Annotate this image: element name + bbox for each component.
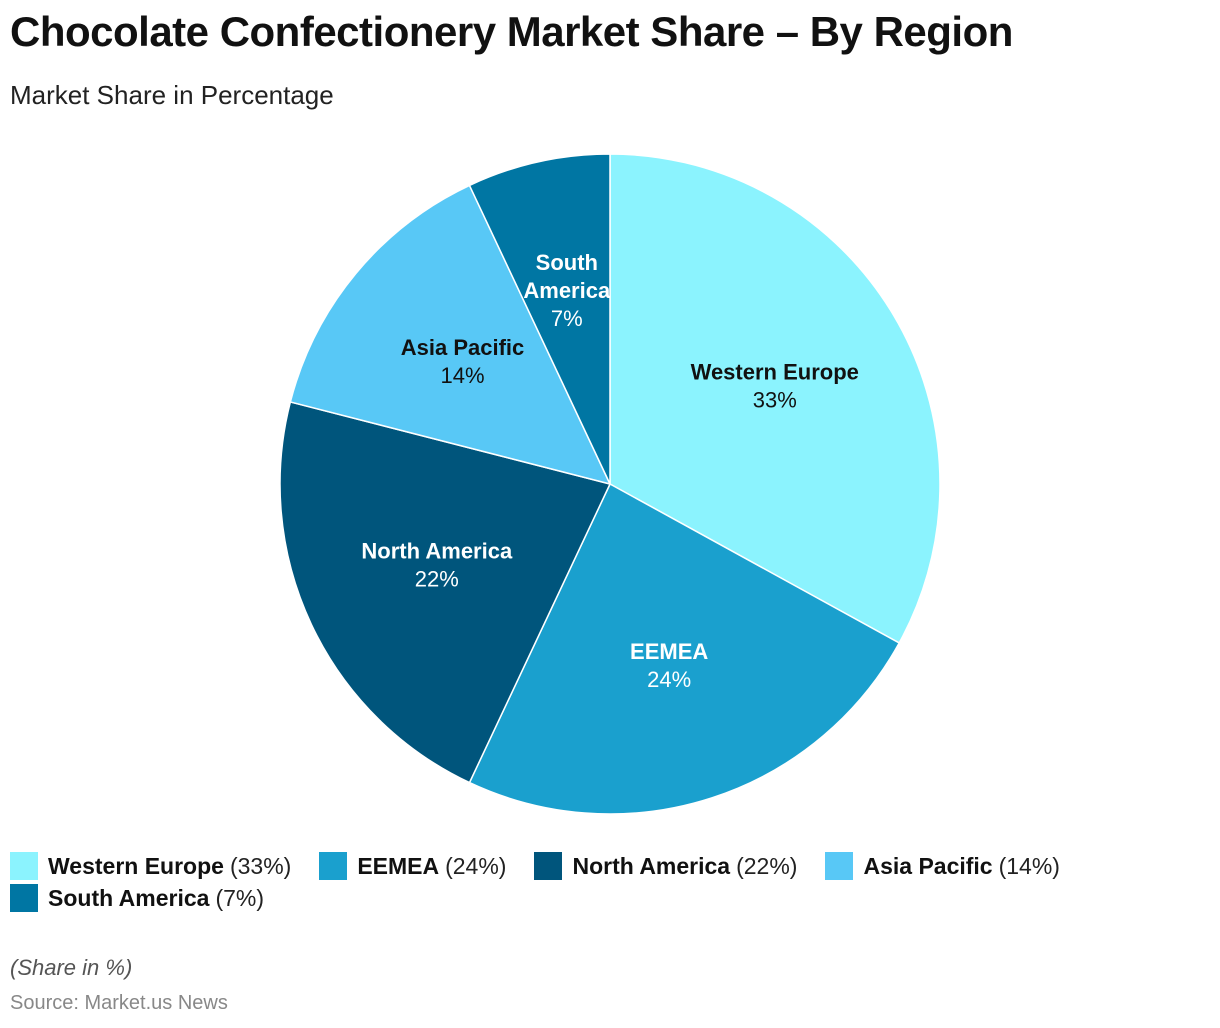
slice-name-label: America	[523, 278, 611, 303]
legend-label: North America	[572, 852, 731, 879]
pie-slice-asia-pacific[interactable]	[289, 184, 612, 486]
legend-label: Western Europe	[48, 852, 224, 879]
slice-name-label: South	[536, 250, 598, 275]
slice-name-label: Asia Pacific	[401, 335, 525, 360]
legend: Western Europe (33%) EEMEA (24%) North A…	[10, 852, 1190, 912]
legend-value: (33%)	[229, 852, 292, 879]
legend-value: (7%)	[215, 884, 265, 911]
pie-slice-western-europe[interactable]	[609, 153, 941, 644]
legend-value: (24%)	[445, 852, 507, 879]
legend-swatch	[10, 852, 38, 880]
legend-label: Asia Pacific	[863, 852, 993, 879]
legend-item-asia-pacific[interactable]: Asia Pacific (14%)	[825, 852, 1060, 880]
pie-slice-north-america[interactable]	[279, 401, 612, 784]
legend-item-south-america[interactable]: South America (7%)	[10, 884, 264, 912]
legend-label: EEMEA	[357, 852, 440, 879]
slice-value-label: 24%	[647, 667, 691, 692]
slice-value-label: 7%	[551, 306, 583, 331]
legend-item-eemea[interactable]: EEMEA (24%)	[319, 852, 506, 880]
slice-value-label: 33%	[753, 388, 797, 413]
legend-swatch	[534, 852, 563, 880]
pie-chart: Western Europe 33% EEMEA 24% North America 22…	[279, 153, 941, 815]
slice-name-label: North America	[361, 538, 513, 563]
slice-value-label: 14%	[441, 363, 485, 388]
legend-value: (14%)	[998, 852, 1060, 879]
legend-swatch	[319, 852, 348, 880]
legend-swatch	[825, 852, 854, 880]
pie-slice-south-america[interactable]	[468, 153, 611, 485]
legend-swatch	[10, 884, 38, 912]
chart-title: Chocolate Confectionery Market Share – B…	[10, 8, 1013, 55]
legend-label: South America	[48, 884, 210, 911]
slice-name-label: EEMEA	[630, 639, 708, 664]
chart-subtitle: Market Share in Percentage	[10, 80, 334, 110]
legend-value: (22%)	[736, 852, 798, 879]
slice-value-label: 22%	[415, 566, 459, 591]
pie-slice-eemea[interactable]	[468, 482, 901, 815]
chart-source: Source: Market.us News	[10, 992, 228, 1014]
slice-name-label: Western Europe	[691, 360, 859, 385]
legend-item-north-america[interactable]: North America (22%)	[534, 852, 797, 880]
chart-note: (Share in %)	[10, 955, 133, 980]
legend-item-western-europe[interactable]: Western Europe (33%)	[10, 852, 291, 880]
